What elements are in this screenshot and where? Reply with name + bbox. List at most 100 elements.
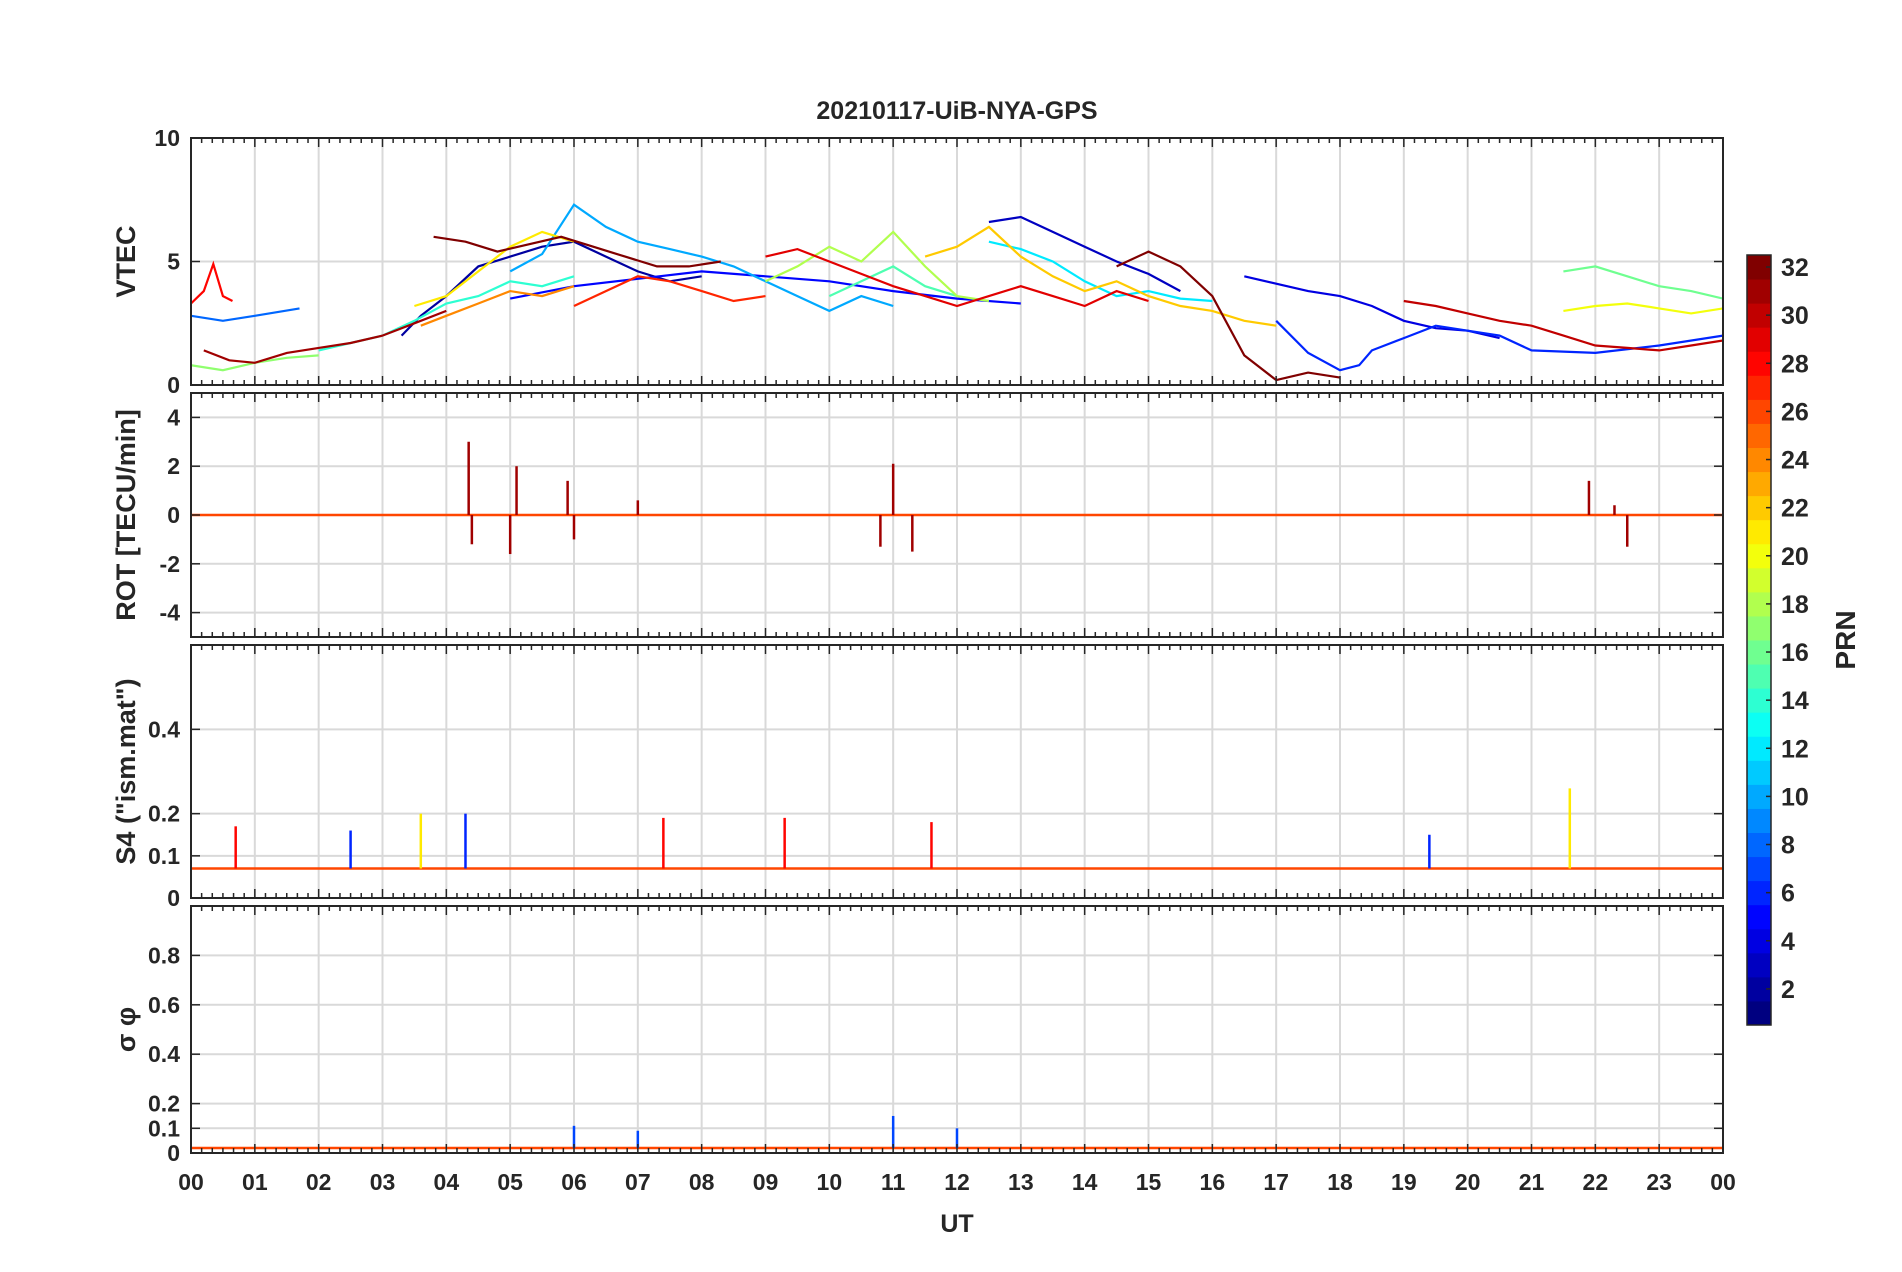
colorbar-tick-label: 30: [1781, 302, 1809, 330]
series-prn-22: [924, 225, 1277, 327]
y-tick-label: 0.2: [148, 1091, 180, 1117]
colorbar-tick-label: 16: [1781, 639, 1809, 667]
colorbar-swatch: [1747, 375, 1771, 400]
colorbar-tick-label: 2: [1781, 976, 1795, 1004]
panel-sigma_phi: 00.10.2 0.4 0.6 0.8 σ φ: [111, 905, 1724, 1166]
series-prn-20: [1563, 302, 1723, 315]
x-tick-label: 01: [242, 1169, 268, 1195]
series-prn-28: [191, 260, 234, 305]
y-tick-label: -2: [160, 551, 180, 577]
x-tick-label: 12: [944, 1169, 970, 1195]
series-prn-8: [191, 307, 300, 322]
x-tick-label: 11: [881, 1169, 906, 1195]
colorbar-tick-label: 6: [1781, 880, 1795, 908]
chart-title: 20210117-UiB-NYA-GPS: [816, 97, 1097, 125]
y-tick-label: 0.4: [148, 1041, 180, 1067]
x-tick-label: 14: [1072, 1169, 1098, 1195]
y-tick-label: 0.1: [148, 843, 180, 869]
series-prn-2: [400, 240, 702, 337]
series-prn-18: [765, 230, 990, 303]
colorbar-swatch: [1747, 712, 1771, 737]
x-tick-label: 22: [1583, 1169, 1609, 1195]
series-prn-32: [433, 235, 721, 268]
y-tick-label: 0: [167, 502, 180, 528]
y-tick-label: 0.8: [148, 942, 180, 968]
y-tick-label: 4: [167, 404, 180, 430]
colorbar-tick-label: 8: [1781, 832, 1795, 860]
series-prn-5: [509, 270, 1021, 305]
y-tick-label: 0.6: [148, 992, 180, 1018]
y-tick-label: 0.4: [148, 716, 180, 742]
x-tick-labels: 00 01 02 03 04 05 06 07 08 09 10 11 12 13 14 15 16 17 18 19…: [178, 1169, 1736, 1195]
series-group: [191, 788, 1723, 870]
colorbar-tick-label: 20: [1781, 543, 1809, 571]
colorbar-swatch: [1747, 279, 1771, 304]
x-tick-label: 20: [1455, 1169, 1481, 1195]
colorbar-tick-label: 26: [1781, 398, 1809, 426]
x-tick-label: 04: [434, 1169, 460, 1195]
y-tick-label: -4: [160, 600, 181, 626]
colorbar-tick-label: 24: [1781, 447, 1809, 475]
series-group: [191, 441, 1723, 555]
colorbar-swatch: [1747, 856, 1771, 882]
x-tick-label: 00: [1710, 1169, 1736, 1195]
y-tick-label: 2: [167, 453, 180, 479]
colorbar-swatch: [1747, 327, 1771, 352]
y-axis-label: σ φ: [111, 1007, 141, 1052]
colorbar-swatch: [1747, 519, 1771, 545]
x-axis-label: UT: [940, 1210, 973, 1238]
series-prn-30: [1403, 299, 1723, 352]
panel-s4: 0 0.1 0.2 0.4 S4 ("ism.mat"): [111, 644, 1724, 911]
colorbar-swatch: [1747, 567, 1771, 593]
colorbar-swatch: [1747, 1000, 1771, 1026]
x-tick-label: 15: [1136, 1169, 1162, 1195]
x-tick-label: 18: [1327, 1169, 1353, 1195]
x-tick-label: 06: [561, 1169, 587, 1195]
x-tick-label: 07: [625, 1169, 651, 1195]
y-axis-label: S4 ("ism.mat"): [111, 678, 141, 864]
colorbar-swatch: [1747, 615, 1771, 641]
series-prn-3: [988, 215, 1181, 293]
series-prn-24: [420, 285, 575, 327]
colorbar-tick-label: 28: [1781, 350, 1809, 378]
colorbar-swatch: [1747, 471, 1771, 497]
y-axis-label: VTEC: [111, 225, 141, 297]
colorbar-swatch: [1747, 904, 1771, 930]
colorbar-tick-label: 32: [1781, 254, 1809, 282]
y-tick-label: 0: [167, 885, 180, 911]
x-tick-label: 16: [1200, 1169, 1226, 1195]
y-tick-label: 0.1: [148, 1115, 180, 1141]
colorbar-label: PRN: [1830, 610, 1861, 669]
x-tick-label: 19: [1391, 1169, 1417, 1195]
colorbar-tick-label: 10: [1781, 783, 1809, 811]
x-tick-label: 05: [497, 1169, 523, 1195]
colorbar-swatch: [1747, 423, 1771, 448]
colorbar-swatch: [1747, 760, 1771, 785]
x-tick-label: 02: [306, 1169, 332, 1195]
x-tick-label: 17: [1263, 1169, 1289, 1195]
colorbar-tick-label: 4: [1781, 928, 1795, 956]
series-prn-32: [1116, 250, 1341, 382]
series-group: [191, 203, 1723, 382]
series-prn-12: [988, 240, 1213, 303]
y-tick-label: 0.2: [148, 801, 180, 827]
colorbar-swatch: [1747, 952, 1771, 978]
series-prn-21: [414, 230, 575, 308]
series-prn-16: [1563, 265, 1723, 300]
panel-rot: -4 -2 0 2 4 ROT [TECU/min]: [111, 392, 1724, 638]
colorbar-swatch: [1747, 664, 1771, 689]
y-tick-label: 5: [167, 249, 180, 275]
x-tick-label: 09: [753, 1169, 779, 1195]
x-tick-label: 08: [689, 1169, 715, 1195]
x-tick-label: 10: [817, 1169, 843, 1195]
x-tick-label: 21: [1519, 1169, 1545, 1195]
series-prn-29: [765, 247, 1149, 308]
panel-vtec: 0 5 10 VTEC: [111, 125, 1724, 398]
y-tick-label: 0: [167, 1140, 180, 1166]
colorbar-tick-label: 14: [1781, 687, 1809, 715]
x-tick-label: 03: [370, 1169, 396, 1195]
colorbar-tick-label: 18: [1781, 591, 1809, 619]
x-tick-label: 13: [1008, 1169, 1034, 1195]
